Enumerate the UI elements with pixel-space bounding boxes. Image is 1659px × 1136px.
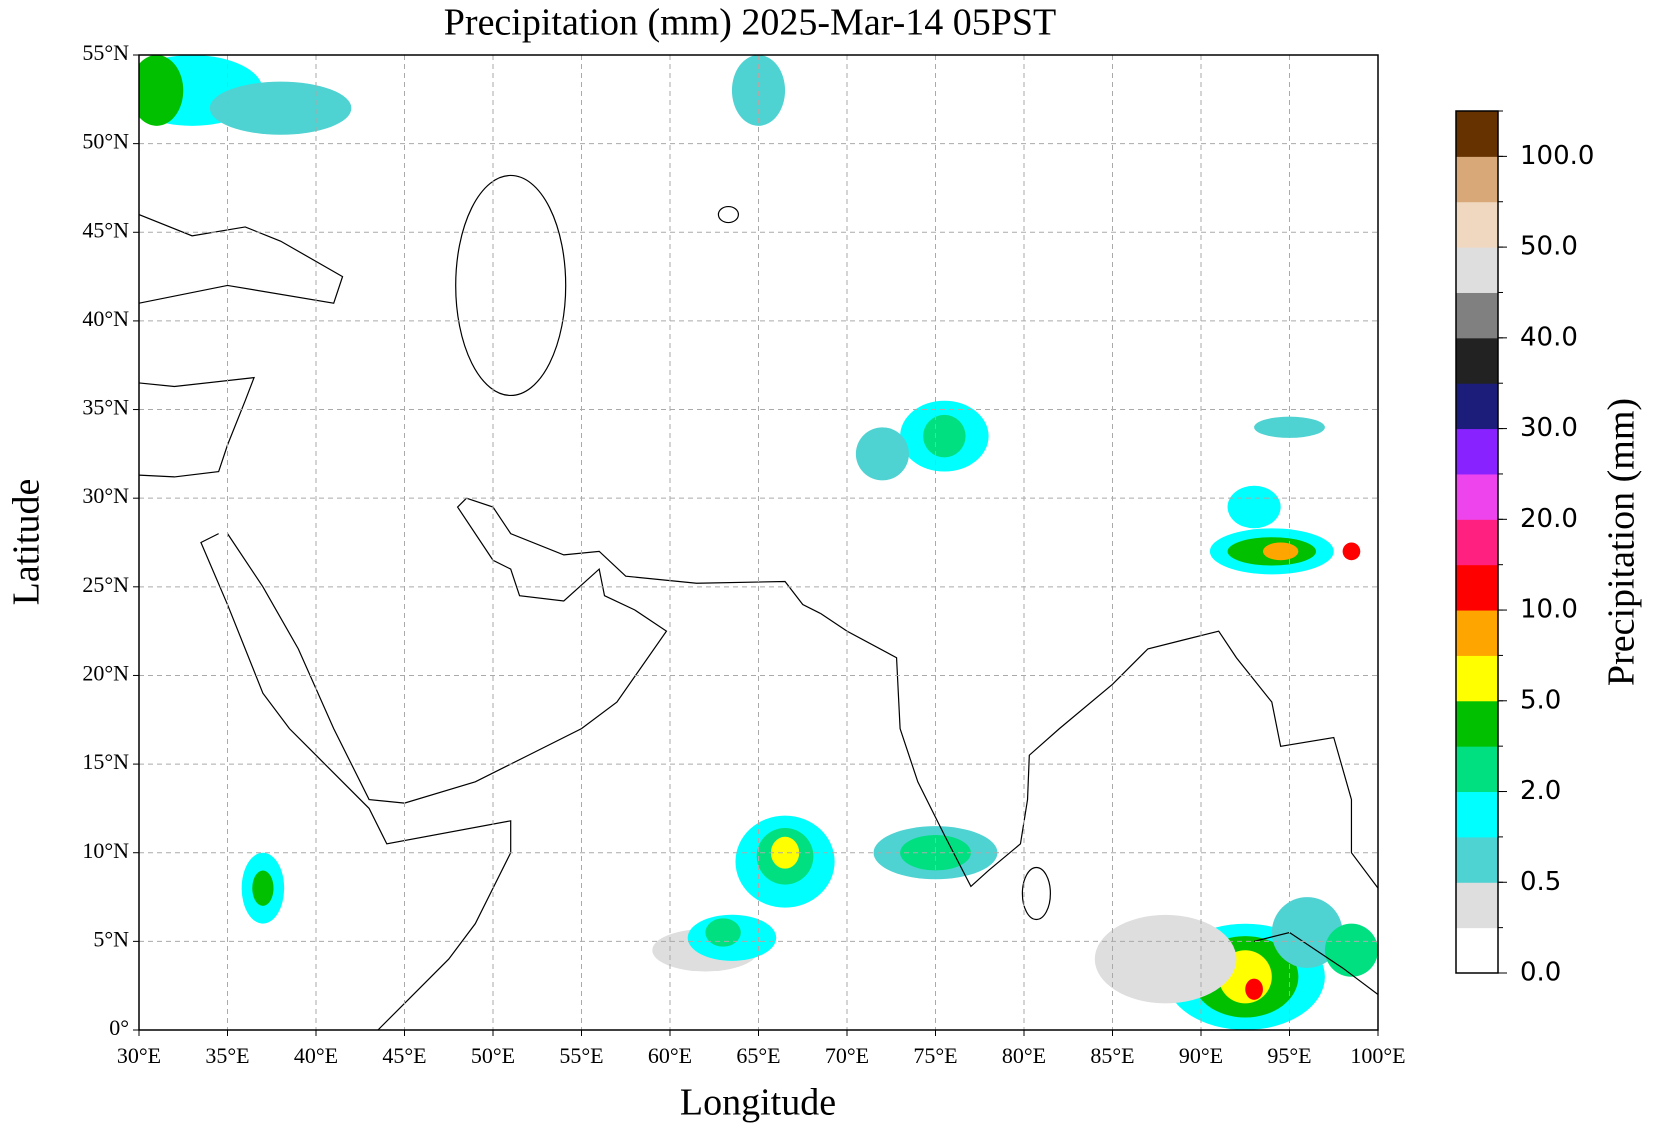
precip-area bbox=[1227, 485, 1281, 529]
colorbar-swatch bbox=[1456, 927, 1498, 974]
colorbar-tick-label: 10.0 bbox=[1520, 595, 1578, 625]
colorbar-swatch bbox=[1456, 564, 1498, 611]
map-frame bbox=[138, 54, 1379, 1031]
colorbar-swatch bbox=[1456, 337, 1498, 384]
precip-area bbox=[731, 55, 786, 126]
precip-area bbox=[252, 870, 274, 906]
colorbar-tick-label: 0.5 bbox=[1520, 867, 1561, 897]
precip-area bbox=[855, 427, 909, 481]
x-tick-label: 100°E bbox=[1350, 1043, 1405, 1068]
x-tick-label: 35°E bbox=[205, 1043, 249, 1068]
precip-area bbox=[1262, 542, 1299, 561]
colorbar-swatch bbox=[1456, 473, 1498, 520]
precip-area bbox=[923, 414, 966, 458]
colorbar-swatch bbox=[1456, 111, 1498, 157]
y-tick-label: 30°N bbox=[82, 483, 129, 508]
coastline bbox=[139, 376, 255, 478]
precip-area bbox=[1094, 914, 1237, 1004]
y-tick-label: 5°N bbox=[93, 926, 129, 951]
x-tick-label: 40°E bbox=[294, 1043, 338, 1068]
y-tick-label: 25°N bbox=[82, 572, 129, 597]
colorbar-swatch bbox=[1456, 610, 1498, 656]
colorbar-tick-label: 30.0 bbox=[1520, 413, 1578, 443]
colorbar-tick-label: 5.0 bbox=[1520, 685, 1561, 715]
colorbar-tick-label: 0.0 bbox=[1520, 958, 1561, 988]
colorbar-swatch bbox=[1456, 428, 1498, 475]
colorbar-tick-label: 2.0 bbox=[1520, 776, 1561, 806]
colorbar-swatch bbox=[1456, 836, 1498, 883]
x-tick-label: 45°E bbox=[382, 1043, 426, 1068]
precip-area bbox=[1324, 923, 1378, 977]
colorbar-swatch bbox=[1456, 655, 1498, 702]
x-tick-label: 55°E bbox=[559, 1043, 603, 1068]
y-tick-label: 55°N bbox=[82, 40, 129, 65]
colorbar-swatch bbox=[1456, 383, 1498, 430]
y-tick-label: 20°N bbox=[82, 661, 129, 686]
precip-area bbox=[1245, 978, 1263, 1000]
coastline bbox=[227, 497, 821, 804]
sri-lanka bbox=[1021, 866, 1051, 921]
colorbar-tick-label: 40.0 bbox=[1520, 322, 1578, 352]
y-axis-label: Latitude bbox=[6, 479, 48, 606]
colorbar-swatch bbox=[1456, 519, 1498, 566]
colorbar-tick-label: 100.0 bbox=[1520, 141, 1594, 171]
precip-area bbox=[705, 918, 741, 947]
chart-title: Precipitation (mm) 2025-Mar-14 05PST bbox=[444, 2, 1056, 44]
x-tick-label: 70°E bbox=[825, 1043, 869, 1068]
colorbar-swatch bbox=[1456, 746, 1498, 793]
y-tick-label: 10°N bbox=[82, 838, 129, 863]
colorbar-swatch bbox=[1456, 292, 1498, 339]
x-tick-label: 50°E bbox=[471, 1043, 515, 1068]
colorbar-label: Precipitation (mm) bbox=[1601, 398, 1643, 686]
precip-area bbox=[139, 55, 184, 126]
lake bbox=[717, 205, 740, 224]
x-tick-label: 80°E bbox=[1002, 1043, 1046, 1068]
colorbar: 0.0 0.5 2.0 5.0 10.0 20.0 30.0 40.0 50.0 100.0 bbox=[1455, 110, 1594, 988]
coastline bbox=[139, 213, 344, 304]
colorbar-tick-label: 50.0 bbox=[1520, 232, 1578, 262]
colorbar-frame bbox=[1455, 110, 1499, 974]
precip-area bbox=[1342, 542, 1361, 561]
x-tick-label: 85°E bbox=[1090, 1043, 1134, 1068]
colorbar-swatch bbox=[1456, 247, 1498, 293]
coastline bbox=[820, 612, 1378, 889]
precip-area bbox=[770, 836, 800, 869]
y-tick-label: 40°N bbox=[82, 306, 129, 331]
x-tick-label: 65°E bbox=[736, 1043, 780, 1068]
coastline bbox=[200, 533, 512, 1030]
coastline bbox=[1253, 931, 1378, 996]
coastlines bbox=[139, 174, 1378, 1030]
y-tick-label: 45°N bbox=[82, 217, 129, 242]
x-tick-label: 90°E bbox=[1179, 1043, 1223, 1068]
colorbar-tick-label: 20.0 bbox=[1520, 504, 1578, 534]
x-tick-label: 75°E bbox=[913, 1043, 957, 1068]
x-tick-label: 95°E bbox=[1267, 1043, 1311, 1068]
colorbar-swatch bbox=[1456, 791, 1498, 838]
y-tick-label: 50°N bbox=[82, 129, 129, 154]
colorbar-swatch bbox=[1456, 700, 1498, 747]
y-tick-label: 0° bbox=[109, 1015, 129, 1040]
x-tick-label: 60°E bbox=[648, 1043, 692, 1068]
colorbar-swatch bbox=[1456, 156, 1498, 203]
y-tick-label: 15°N bbox=[82, 749, 129, 774]
x-axis-label: Longitude bbox=[680, 1082, 836, 1124]
y-tick-label: 35°N bbox=[82, 395, 129, 420]
colorbar-swatch bbox=[1456, 201, 1498, 248]
x-tick-label: 30°E bbox=[117, 1043, 161, 1068]
caspian-sea bbox=[455, 174, 567, 397]
precip-area bbox=[209, 81, 352, 135]
colorbar-swatch bbox=[1456, 882, 1498, 929]
